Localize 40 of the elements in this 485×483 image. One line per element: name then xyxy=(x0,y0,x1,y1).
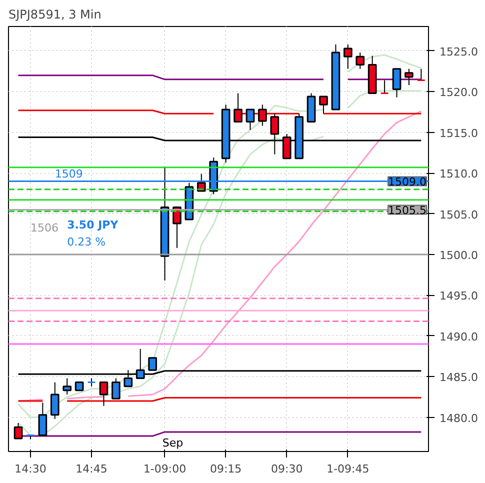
candlestick xyxy=(14,422,23,440)
candlestick xyxy=(416,68,426,81)
y-tick-label: 1520.0 xyxy=(440,86,478,100)
candlestick xyxy=(234,92,242,123)
candlestick xyxy=(258,104,267,126)
y-tick-label: 1490.0 xyxy=(440,330,478,344)
y-tick-label: 1525.0 xyxy=(440,45,478,58)
annotation: 3.50 JPY xyxy=(67,218,120,232)
y-tick-label: 1500.0 xyxy=(440,248,478,262)
candlestick xyxy=(392,68,402,98)
x-tick-label: 09:30 xyxy=(271,462,303,476)
candlestick xyxy=(319,96,328,114)
candlestick xyxy=(246,108,255,130)
x-tick-label: 09:15 xyxy=(210,462,242,476)
x-tick-label: 14:45 xyxy=(76,462,108,476)
x-tick-label: 1-09:45 xyxy=(326,462,370,476)
y-tick-label: 1480.0 xyxy=(440,412,478,425)
y-tick-label: 1485.0 xyxy=(440,371,478,384)
y-tick-label: 1510.0 xyxy=(440,168,478,181)
y-tick-label: 1505.0 xyxy=(440,208,478,222)
candlestick xyxy=(62,378,72,396)
candlestick xyxy=(404,68,414,86)
annotation: Sep xyxy=(162,436,184,450)
annotation: 0.23 % xyxy=(67,235,106,248)
candlestick xyxy=(380,80,389,94)
candlestick xyxy=(356,52,365,70)
x-tick-label: 14:30 xyxy=(14,462,46,476)
y-tick-label: 1515.0 xyxy=(440,126,478,140)
y-tick-label: 1495.0 xyxy=(440,290,478,303)
annotation: 1509 xyxy=(54,168,83,181)
ref-line-label: 1509.0 xyxy=(388,176,427,189)
candlestick xyxy=(50,382,60,420)
chart-title: SJPJ8591, 3 Min xyxy=(8,8,102,22)
ref-line-label: 1505.5 xyxy=(388,204,427,218)
x-tick-label: 1-09:00 xyxy=(143,462,186,476)
candlestick xyxy=(112,378,120,400)
annotation: 1506 xyxy=(30,221,58,234)
candlestick xyxy=(38,402,48,436)
candlestick xyxy=(344,44,352,70)
candlestick xyxy=(99,382,108,406)
